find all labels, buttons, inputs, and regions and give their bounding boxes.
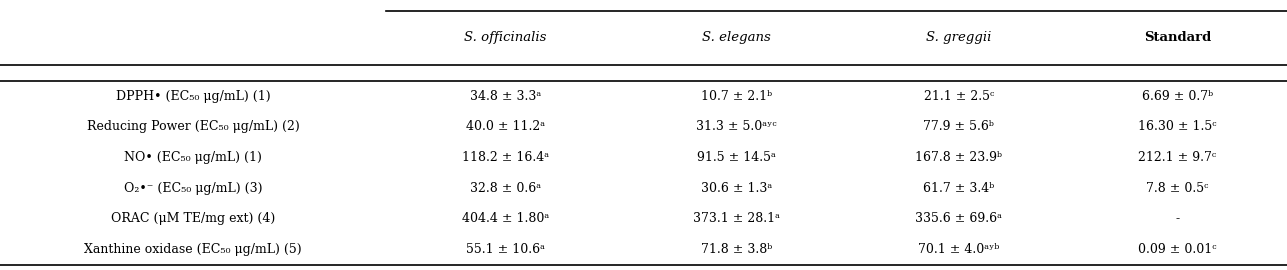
Text: 61.7 ± 3.4ᵇ: 61.7 ± 3.4ᵇ xyxy=(923,182,995,195)
Text: -: - xyxy=(1175,212,1180,225)
Text: Xanthine oxidase (EC₅₀ μg/mL) (5): Xanthine oxidase (EC₅₀ μg/mL) (5) xyxy=(84,243,302,256)
Text: 10.7 ± 2.1ᵇ: 10.7 ± 2.1ᵇ xyxy=(701,90,772,103)
Text: 21.1 ± 2.5ᶜ: 21.1 ± 2.5ᶜ xyxy=(924,90,994,103)
Text: 404.4 ± 1.80ᵃ: 404.4 ± 1.80ᵃ xyxy=(462,212,548,225)
Text: NO• (EC₅₀ μg/mL) (1): NO• (EC₅₀ μg/mL) (1) xyxy=(124,151,263,164)
Text: Standard: Standard xyxy=(1144,31,1211,44)
Text: 34.8 ± 3.3ᵃ: 34.8 ± 3.3ᵃ xyxy=(470,90,541,103)
Text: 7.8 ± 0.5ᶜ: 7.8 ± 0.5ᶜ xyxy=(1147,182,1208,195)
Text: 31.3 ± 5.0ᵃʸᶜ: 31.3 ± 5.0ᵃʸᶜ xyxy=(696,120,777,133)
Text: 6.69 ± 0.7ᵇ: 6.69 ± 0.7ᵇ xyxy=(1142,90,1214,103)
Text: 373.1 ± 28.1ᵃ: 373.1 ± 28.1ᵃ xyxy=(694,212,780,225)
Text: 91.5 ± 14.5ᵃ: 91.5 ± 14.5ᵃ xyxy=(698,151,776,164)
Text: 70.1 ± 4.0ᵃʸᵇ: 70.1 ± 4.0ᵃʸᵇ xyxy=(918,243,1000,256)
Text: 77.9 ± 5.6ᵇ: 77.9 ± 5.6ᵇ xyxy=(923,120,995,133)
Text: 16.30 ± 1.5ᶜ: 16.30 ± 1.5ᶜ xyxy=(1138,120,1218,133)
Text: ORAC (μM TE/mg ext) (4): ORAC (μM TE/mg ext) (4) xyxy=(111,212,275,225)
Text: 55.1 ± 10.6ᵃ: 55.1 ± 10.6ᵃ xyxy=(466,243,544,256)
Text: 40.0 ± 11.2ᵃ: 40.0 ± 11.2ᵃ xyxy=(466,120,544,133)
Text: S. elegans: S. elegans xyxy=(703,31,771,44)
Text: Reducing Power (EC₅₀ μg/mL) (2): Reducing Power (EC₅₀ μg/mL) (2) xyxy=(86,120,300,133)
Text: DPPH• (EC₅₀ μg/mL) (1): DPPH• (EC₅₀ μg/mL) (1) xyxy=(116,90,270,103)
Text: 32.8 ± 0.6ᵃ: 32.8 ± 0.6ᵃ xyxy=(470,182,541,195)
Text: 118.2 ± 16.4ᵃ: 118.2 ± 16.4ᵃ xyxy=(462,151,548,164)
Text: 167.8 ± 23.9ᵇ: 167.8 ± 23.9ᵇ xyxy=(915,151,1003,164)
Text: 335.6 ± 69.6ᵃ: 335.6 ± 69.6ᵃ xyxy=(915,212,1003,225)
Text: O₂•⁻ (EC₅₀ μg/mL) (3): O₂•⁻ (EC₅₀ μg/mL) (3) xyxy=(124,182,263,195)
Text: S. officinalis: S. officinalis xyxy=(463,31,547,44)
Text: 71.8 ± 3.8ᵇ: 71.8 ± 3.8ᵇ xyxy=(701,243,772,256)
Text: 30.6 ± 1.3ᵃ: 30.6 ± 1.3ᵃ xyxy=(701,182,772,195)
Text: S. greggii: S. greggii xyxy=(927,31,991,44)
Text: 212.1 ± 9.7ᶜ: 212.1 ± 9.7ᶜ xyxy=(1139,151,1216,164)
Text: 0.09 ± 0.01ᶜ: 0.09 ± 0.01ᶜ xyxy=(1138,243,1218,256)
